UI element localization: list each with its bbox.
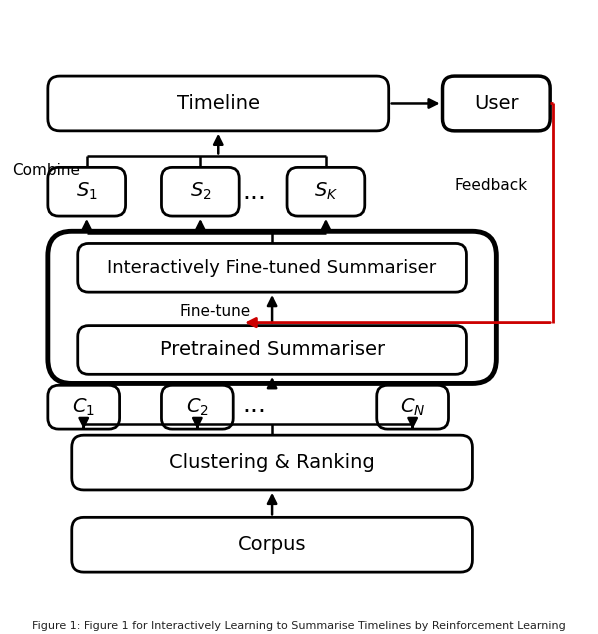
Text: Clustering & Ranking: Clustering & Ranking bbox=[169, 453, 375, 472]
Text: Combine: Combine bbox=[12, 163, 80, 178]
FancyBboxPatch shape bbox=[377, 385, 448, 429]
Text: Pretrained Summariser: Pretrained Summariser bbox=[160, 340, 385, 359]
Text: $S_K$: $S_K$ bbox=[314, 181, 338, 202]
FancyBboxPatch shape bbox=[72, 517, 472, 572]
FancyBboxPatch shape bbox=[48, 231, 496, 384]
Text: $C_1$: $C_1$ bbox=[72, 396, 95, 418]
Text: Interactively Fine-tuned Summariser: Interactively Fine-tuned Summariser bbox=[108, 259, 437, 277]
Text: Feedback: Feedback bbox=[454, 178, 527, 193]
Text: User: User bbox=[474, 94, 518, 113]
FancyBboxPatch shape bbox=[48, 385, 120, 429]
Text: $S_1$: $S_1$ bbox=[76, 181, 97, 202]
FancyBboxPatch shape bbox=[78, 326, 466, 374]
Text: Fine-tune: Fine-tune bbox=[179, 304, 251, 319]
FancyBboxPatch shape bbox=[78, 243, 466, 292]
Text: Figure 1: Figure 1 for Interactively Learning to Summarise Timelines by Reinforc: Figure 1: Figure 1 for Interactively Lea… bbox=[32, 621, 566, 631]
Text: Corpus: Corpus bbox=[238, 535, 306, 554]
FancyBboxPatch shape bbox=[48, 167, 126, 216]
FancyBboxPatch shape bbox=[443, 76, 550, 131]
Text: $C_2$: $C_2$ bbox=[186, 396, 209, 418]
FancyBboxPatch shape bbox=[161, 385, 233, 429]
FancyBboxPatch shape bbox=[161, 167, 239, 216]
Text: $C_N$: $C_N$ bbox=[400, 396, 425, 418]
Text: $S_2$: $S_2$ bbox=[190, 181, 211, 202]
Text: ...: ... bbox=[242, 392, 266, 417]
FancyBboxPatch shape bbox=[48, 76, 389, 131]
Text: Timeline: Timeline bbox=[177, 94, 260, 113]
FancyBboxPatch shape bbox=[72, 435, 472, 490]
Text: ...: ... bbox=[242, 179, 266, 204]
FancyBboxPatch shape bbox=[287, 167, 365, 216]
